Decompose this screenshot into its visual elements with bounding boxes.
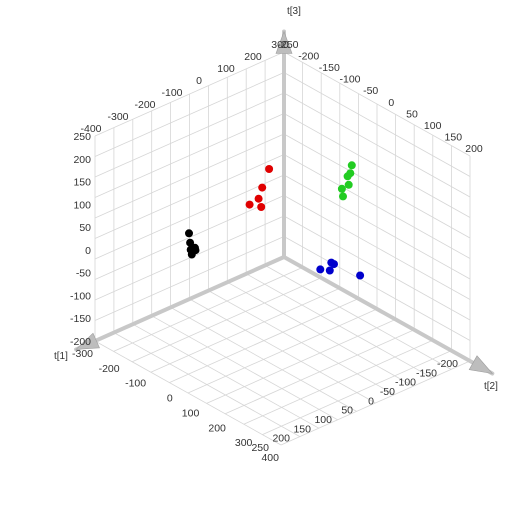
t1-tick-label: 100 xyxy=(314,414,332,426)
floor-grid-line xyxy=(243,339,433,425)
floor-grid-line xyxy=(113,332,301,437)
left-wall-grid-line xyxy=(94,154,285,239)
data-point xyxy=(343,172,352,181)
floor-grid-line xyxy=(170,307,357,412)
back-right-tick-label: -100 xyxy=(339,74,360,86)
back-left-tick-label: -200 xyxy=(134,99,155,111)
back-left-tick-label: 0 xyxy=(196,75,202,87)
right-wall-grid-line xyxy=(283,51,471,157)
left-wall-grid-line xyxy=(94,72,285,157)
t3-tick-label: -100 xyxy=(70,290,91,302)
floor-grid-line xyxy=(94,340,282,446)
floor-grid-line xyxy=(225,329,415,415)
right-wall-grid-line xyxy=(283,92,471,198)
left-wall-grid-line xyxy=(94,92,285,178)
t2-tick-label: 100 xyxy=(182,407,200,419)
data-point xyxy=(254,194,263,203)
back-right-tick-label: -50 xyxy=(363,85,378,97)
t1-tick-label: 250 xyxy=(251,442,269,454)
t3-tick-label: -150 xyxy=(70,313,91,325)
t3-tick-label: 200 xyxy=(73,154,91,166)
t3-tick-label: 100 xyxy=(73,199,91,211)
back-right-tick-label: -150 xyxy=(319,62,340,74)
left-wall-grid-line xyxy=(94,51,285,137)
data-point xyxy=(356,271,365,280)
left-wall-grid-line xyxy=(94,113,285,198)
data-point xyxy=(186,238,195,247)
data-point xyxy=(265,165,274,173)
data-point xyxy=(344,180,353,189)
t2-tick-label: 400 xyxy=(261,452,279,464)
data-point xyxy=(257,203,266,211)
t1-tick-label: -100 xyxy=(395,377,416,389)
floor-grid-line xyxy=(132,323,319,429)
back-right-tick-label: 50 xyxy=(406,108,418,120)
right-wall-grid-line xyxy=(283,72,471,177)
back-right-tick-label: -250 xyxy=(277,39,298,51)
t3-tick-label: -50 xyxy=(76,268,91,280)
back-left-tick-label: 200 xyxy=(244,51,262,63)
t2-tick-label: -300 xyxy=(72,348,93,360)
data-point-layer xyxy=(185,161,365,280)
y-axis-label: t[2] xyxy=(484,381,498,392)
back-right-tick-label: 150 xyxy=(445,131,463,143)
z-axis-arrow xyxy=(275,30,293,54)
x-axis-label: t[1] xyxy=(54,351,68,362)
floor-grid-line xyxy=(187,308,378,394)
t2-tick-label: 200 xyxy=(208,422,226,434)
left-wall-grid-line xyxy=(94,133,285,219)
x-axis-arrow xyxy=(75,332,100,350)
t1-tick-label: 200 xyxy=(272,433,290,445)
t2-tick-label: 0 xyxy=(167,393,173,405)
t2-tick-label: 300 xyxy=(235,437,253,449)
back-left-tick-label: -400 xyxy=(80,123,101,135)
y-axis-line xyxy=(282,255,495,376)
data-point xyxy=(325,266,334,275)
t1-tick-label: -50 xyxy=(380,386,395,398)
floor-grid-line xyxy=(262,350,452,435)
t3-tick-label: -200 xyxy=(70,336,91,348)
floor-grid-line xyxy=(280,360,471,446)
back-right-tick-label: -200 xyxy=(298,51,319,63)
data-point xyxy=(337,184,346,193)
data-point xyxy=(339,192,347,201)
t2-tick-label: -100 xyxy=(125,378,146,390)
back-right-tick-label: 100 xyxy=(424,120,442,132)
z-axis-label: t[3] xyxy=(287,6,301,17)
back-right-tick-label: 0 xyxy=(388,97,394,109)
data-point xyxy=(245,200,254,209)
t3-tick-label: 150 xyxy=(73,177,91,189)
back-left-tick-label: 300 xyxy=(271,39,289,51)
data-point xyxy=(347,161,356,170)
t1-tick-label: 50 xyxy=(341,405,353,417)
tick-label-layer: -200-150-100-50050100150200250-300-200-1… xyxy=(70,39,483,464)
back-left-tick-label: -100 xyxy=(161,87,182,99)
data-point xyxy=(258,183,267,192)
right-wall-grid-line xyxy=(283,133,471,239)
right-wall-grid-line xyxy=(283,113,471,218)
data-point xyxy=(185,229,193,238)
y-axis-arrow xyxy=(468,355,494,374)
floor-grid-line xyxy=(206,319,396,404)
t3-tick-label: 250 xyxy=(73,131,91,143)
data-point xyxy=(316,265,325,274)
t1-tick-label: 150 xyxy=(293,423,311,435)
back-left-tick-label: 100 xyxy=(217,63,235,75)
right-wall-grid-line xyxy=(283,154,471,259)
back-left-tick-label: -300 xyxy=(107,111,128,123)
t1-tick-label: 0 xyxy=(368,395,374,407)
t3-tick-label: 0 xyxy=(85,245,91,257)
data-point xyxy=(187,250,196,259)
t2-tick-label: -200 xyxy=(99,363,120,375)
back-right-tick-label: 200 xyxy=(465,143,483,155)
x-axis-line xyxy=(74,255,286,352)
data-point xyxy=(330,260,338,269)
axis-layer xyxy=(74,29,495,376)
t3-tick-label: 50 xyxy=(79,222,91,234)
t1-tick-label: -200 xyxy=(437,358,458,370)
floor-grid-line xyxy=(151,315,338,421)
t1-tick-label: -150 xyxy=(416,367,437,379)
